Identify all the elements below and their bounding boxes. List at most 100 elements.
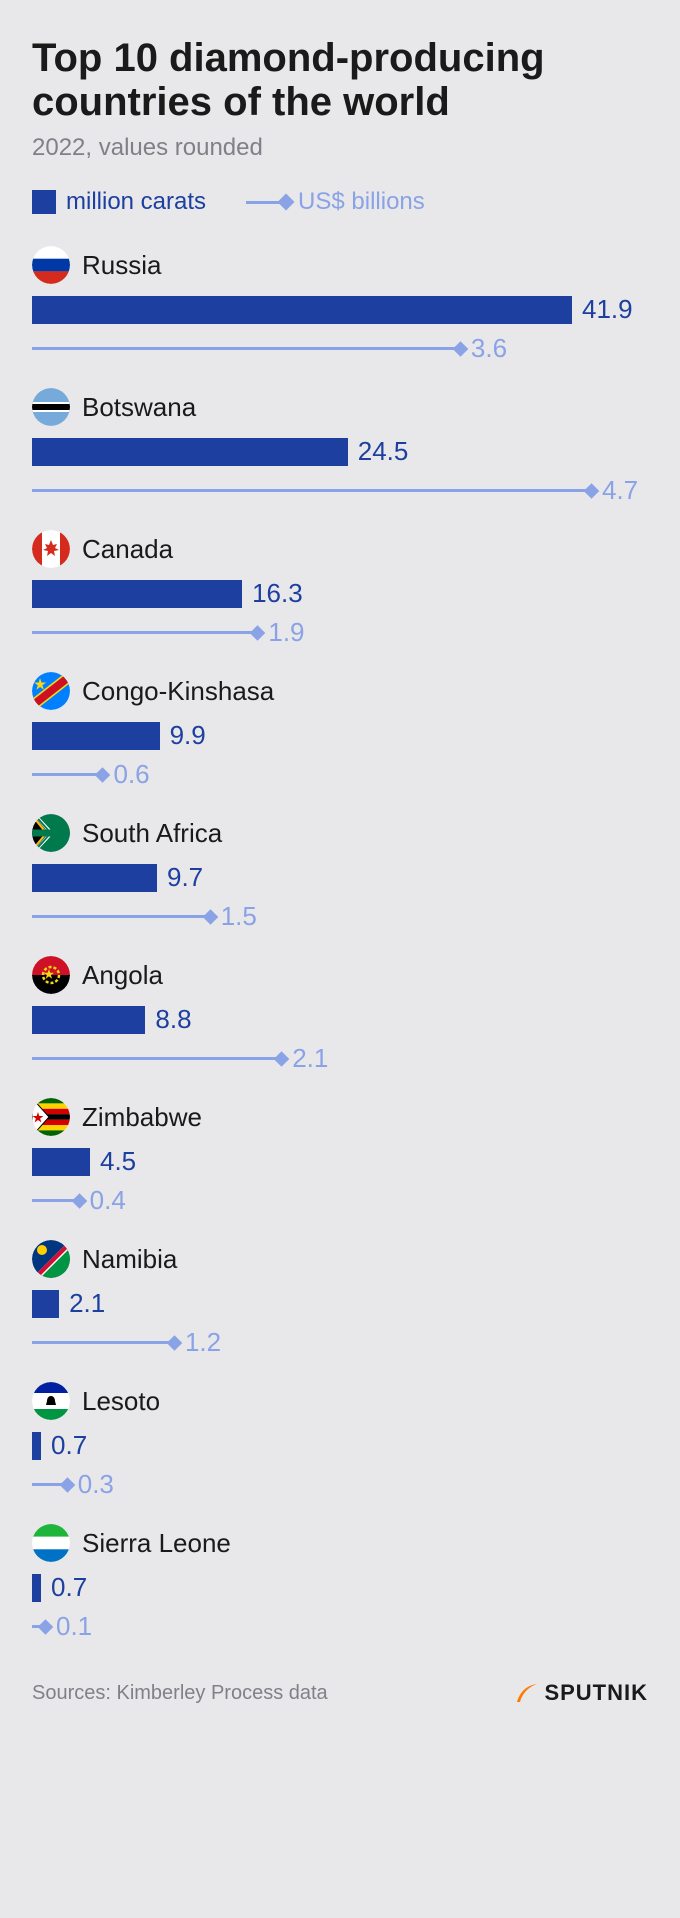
carats-bar-row: 9.7 — [32, 862, 648, 893]
usd-line — [32, 1057, 282, 1060]
usd-value: 0.3 — [78, 1469, 114, 1500]
usd-value: 1.5 — [221, 901, 257, 932]
usd-line — [32, 1199, 80, 1202]
usd-line — [32, 773, 103, 776]
country-name: Namibia — [82, 1244, 177, 1275]
carats-bar-row: 0.7 — [32, 1430, 648, 1461]
country-header: Namibia — [32, 1240, 648, 1278]
country-header: Congo-Kinshasa — [32, 672, 648, 710]
country-name: Congo-Kinshasa — [82, 676, 274, 707]
usd-line — [32, 1483, 68, 1486]
usd-value: 0.1 — [56, 1611, 92, 1642]
carats-bar — [32, 722, 160, 750]
usd-value: 0.6 — [113, 759, 149, 790]
usd-value: 3.6 — [471, 333, 507, 364]
flag-icon — [32, 1240, 70, 1278]
usd-value: 4.7 — [602, 475, 638, 506]
brand: SPUTNIK — [514, 1680, 648, 1706]
country-row: South Africa 9.7 1.5 — [32, 814, 648, 932]
country-row: Lesoto 0.7 0.3 — [32, 1382, 648, 1500]
usd-value: 2.1 — [292, 1043, 328, 1074]
usd-line — [32, 1341, 175, 1344]
legend-usd-label: US$ billions — [298, 188, 425, 216]
carats-bar-row: 41.9 — [32, 294, 648, 325]
country-row: Zimbabwe 4.5 0.4 — [32, 1098, 648, 1216]
usd-line-row: 4.7 — [32, 475, 648, 506]
carats-value: 9.9 — [170, 720, 206, 751]
carats-value: 2.1 — [69, 1288, 105, 1319]
sources-text: Sources: Kimberley Process data — [32, 1682, 328, 1705]
usd-line-row: 0.4 — [32, 1185, 648, 1216]
carats-bar — [32, 438, 348, 466]
country-name: Russia — [82, 250, 161, 281]
carats-bar-row: 4.5 — [32, 1146, 648, 1177]
carats-bar — [32, 864, 157, 892]
usd-line-row: 2.1 — [32, 1043, 648, 1074]
usd-line-row: 0.3 — [32, 1469, 648, 1500]
country-header: Zimbabwe — [32, 1098, 648, 1136]
usd-line — [32, 1625, 46, 1628]
country-row: Sierra Leone 0.7 0.1 — [32, 1524, 648, 1642]
usd-line-row: 1.2 — [32, 1327, 648, 1358]
country-row: Canada 16.3 1.9 — [32, 530, 648, 648]
carats-value: 0.7 — [51, 1430, 87, 1461]
carats-value: 0.7 — [51, 1572, 87, 1603]
country-header: Lesoto — [32, 1382, 648, 1420]
country-name: Sierra Leone — [82, 1528, 231, 1559]
usd-line — [32, 489, 592, 492]
country-header: Botswana — [32, 388, 648, 426]
country-row: Congo-Kinshasa 9.9 0.6 — [32, 672, 648, 790]
page-subtitle: 2022, values rounded — [32, 134, 648, 162]
flag-icon — [32, 530, 70, 568]
sputnik-icon — [514, 1681, 538, 1705]
country-row: Botswana 24.5 4.7 — [32, 388, 648, 506]
flag-icon — [32, 956, 70, 994]
carats-bar-row: 16.3 — [32, 578, 648, 609]
legend-usd: US$ billions — [246, 188, 425, 216]
legend-line-swatch — [246, 201, 288, 204]
carats-value: 24.5 — [358, 436, 409, 467]
carats-bar-row: 8.8 — [32, 1004, 648, 1035]
usd-value: 1.9 — [268, 617, 304, 648]
usd-value: 0.4 — [90, 1185, 126, 1216]
carats-bar — [32, 1006, 145, 1034]
usd-value: 1.2 — [185, 1327, 221, 1358]
carats-value: 8.8 — [155, 1004, 191, 1035]
usd-line-row: 3.6 — [32, 333, 648, 364]
usd-line — [32, 347, 461, 350]
flag-icon — [32, 388, 70, 426]
carats-value: 16.3 — [252, 578, 303, 609]
brand-text: SPUTNIK — [544, 1680, 648, 1706]
country-header: Canada — [32, 530, 648, 568]
carats-value: 9.7 — [167, 862, 203, 893]
usd-line — [32, 915, 211, 918]
flag-icon — [32, 672, 70, 710]
country-name: Zimbabwe — [82, 1102, 202, 1133]
page-title: Top 10 diamond-producing countries of th… — [32, 36, 648, 124]
flag-icon — [32, 1098, 70, 1136]
flag-icon — [32, 246, 70, 284]
usd-line-row: 0.1 — [32, 1611, 648, 1642]
carats-bar-row: 24.5 — [32, 436, 648, 467]
country-name: Canada — [82, 534, 173, 565]
carats-bar — [32, 1574, 41, 1602]
usd-line — [32, 631, 258, 634]
country-list: Russia 41.9 3.6 Botswana 24.5 4.7 Canada — [32, 246, 648, 1642]
country-row: Namibia 2.1 1.2 — [32, 1240, 648, 1358]
country-row: Russia 41.9 3.6 — [32, 246, 648, 364]
country-name: Lesoto — [82, 1386, 160, 1417]
flag-icon — [32, 1382, 70, 1420]
country-name: Angola — [82, 960, 163, 991]
carats-bar-row: 0.7 — [32, 1572, 648, 1603]
usd-line-row: 0.6 — [32, 759, 648, 790]
flag-icon — [32, 814, 70, 852]
flag-icon — [32, 1524, 70, 1562]
usd-line-row: 1.9 — [32, 617, 648, 648]
country-header: Angola — [32, 956, 648, 994]
carats-bar — [32, 580, 242, 608]
country-header: South Africa — [32, 814, 648, 852]
country-name: Botswana — [82, 392, 196, 423]
legend-bar-swatch — [32, 190, 56, 214]
carats-value: 41.9 — [582, 294, 633, 325]
usd-line-row: 1.5 — [32, 901, 648, 932]
